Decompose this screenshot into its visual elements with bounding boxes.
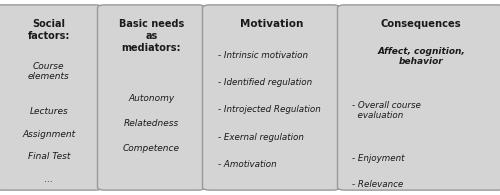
FancyBboxPatch shape (202, 5, 340, 190)
Text: - Intrinsic motivation: - Intrinsic motivation (218, 51, 308, 60)
Text: Relatedness: Relatedness (124, 119, 179, 128)
Text: Consequences: Consequences (381, 20, 462, 29)
Text: ...: ... (44, 175, 53, 183)
FancyBboxPatch shape (0, 5, 102, 190)
Text: Basic needs
as
mediators:: Basic needs as mediators: (118, 20, 184, 53)
Text: - Relevance: - Relevance (352, 180, 404, 189)
Text: Competence: Competence (123, 144, 180, 153)
Text: - Overall course
  evaluation: - Overall course evaluation (352, 101, 422, 121)
Text: Assignment: Assignment (22, 130, 76, 139)
FancyBboxPatch shape (98, 5, 205, 190)
Text: Motivation: Motivation (240, 20, 303, 29)
Text: - Exernal regulation: - Exernal regulation (218, 133, 304, 142)
Text: Course
elements: Course elements (28, 62, 70, 82)
Text: - Introjected Regulation: - Introjected Regulation (218, 105, 320, 114)
Text: Affect, cognition,
behavior: Affect, cognition, behavior (378, 47, 465, 66)
Text: - Amotivation: - Amotivation (218, 160, 276, 169)
Text: - Identified regulation: - Identified regulation (218, 78, 312, 87)
Text: Final Test: Final Test (28, 152, 70, 161)
Text: Social
factors:: Social factors: (28, 20, 70, 41)
FancyBboxPatch shape (338, 5, 500, 190)
Text: - Enjoyment: - Enjoyment (352, 154, 405, 163)
Text: Lectures: Lectures (30, 107, 68, 116)
Text: Autonomy: Autonomy (128, 94, 174, 103)
